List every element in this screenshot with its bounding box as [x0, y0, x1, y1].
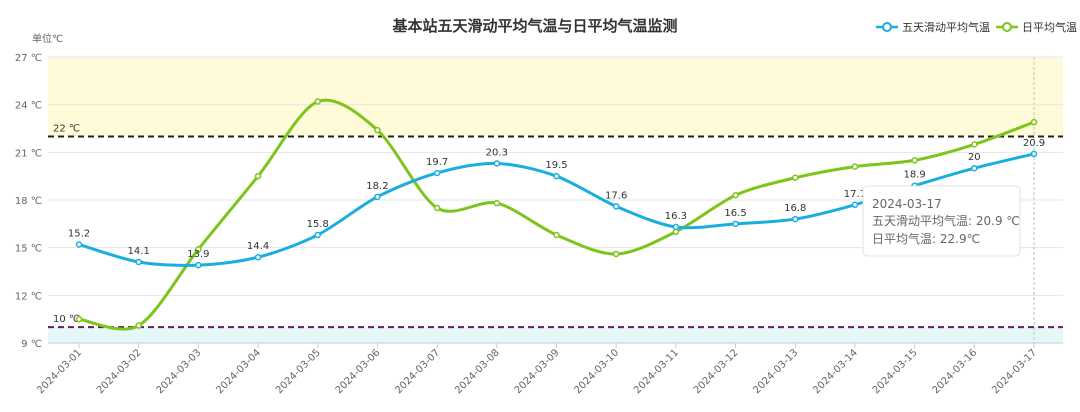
data-label-5: 18.2 — [366, 181, 388, 192]
grid-lines — [48, 56, 1063, 344]
data-label-8: 19.5 — [545, 160, 567, 171]
series-1-point-1 — [135, 322, 142, 329]
x-tick-label-16: 2024-03-17 — [990, 347, 1039, 396]
x-tick-label-5: 2024-03-06 — [334, 347, 383, 396]
data-label-16: 20.9 — [1023, 138, 1045, 149]
data-label-9: 17.6 — [605, 190, 627, 201]
x-tick-label-12: 2024-03-13 — [751, 347, 800, 396]
reference-line-label-1: 10 ℃ — [53, 314, 80, 325]
series-0-point-12 — [792, 215, 799, 223]
x-tick-label-13: 2024-03-14 — [811, 347, 860, 396]
series-0-point-13 — [851, 201, 859, 209]
series-1-point-7 — [493, 199, 501, 207]
series-1-point-16 — [1030, 118, 1038, 126]
tooltip-box — [862, 185, 1021, 257]
series-1-point-12 — [792, 174, 799, 182]
series-0-point-8 — [553, 172, 560, 180]
reference-line-label-0: 22 ℃ — [53, 123, 80, 134]
legend-label-0: 五天滑动平均气温 — [902, 20, 990, 34]
x-tick-label-7: 2024-03-08 — [453, 347, 502, 396]
x-tick-label-6: 2024-03-07 — [393, 347, 442, 396]
y-tick-label-0: 9 ℃ — [21, 339, 42, 350]
series-0-point-9 — [612, 203, 620, 210]
data-label-6: 19.7 — [426, 157, 448, 168]
series-0-point-1 — [135, 258, 142, 266]
data-label-3: 14.4 — [247, 241, 269, 252]
x-tick-label-14: 2024-03-15 — [871, 347, 920, 396]
data-label-13: 17.7 — [844, 189, 866, 200]
data-label-14: 18.9 — [903, 170, 925, 181]
series-0-point-0 — [75, 241, 83, 248]
data-label-2: 13.9 — [187, 249, 209, 260]
y-tick-label-6: 27 ℃ — [15, 53, 42, 64]
y-tick-label-2: 15 ℃ — [15, 244, 42, 255]
tooltip-line-1: 五天滑动平均气温: 20.9 ℃ — [872, 213, 1020, 228]
data-label-15: 20 — [968, 152, 981, 163]
y-axis-ticks: 9 ℃ 12 ℃ 15 ℃ 18 ℃ 21 ℃ 24 ℃ 27 ℃ — [15, 53, 42, 350]
band-2 — [48, 327, 1063, 343]
x-tick-label-9: 2024-03-10 — [572, 347, 621, 396]
series-1-point-6 — [433, 204, 441, 212]
y-tick-label-5: 24 ℃ — [15, 101, 42, 112]
series-1-point-11 — [732, 191, 739, 199]
series-0-point-15 — [971, 164, 978, 172]
x-tick-label-3: 2024-03-04 — [214, 347, 263, 396]
series-1-point-13 — [851, 163, 859, 170]
y-tick-label-3: 18 ℃ — [15, 196, 42, 207]
x-tick-label-2: 2024-03-03 — [155, 347, 204, 396]
y-tick-label-1: 12 ℃ — [15, 291, 42, 302]
series-1-point-4 — [314, 98, 321, 105]
chart-title: 基本站五天滑动平均气温与日平均气温监测 — [391, 17, 677, 35]
y-axis-unit-label: 单位℃ — [32, 32, 63, 45]
data-label-4: 15.8 — [307, 219, 329, 230]
series-1-point-0 — [75, 315, 83, 323]
series-0-point-16 — [1030, 150, 1038, 158]
reference-lines: 22 ℃ 10 ℃ — [48, 123, 1063, 329]
data-label-0: 15.2 — [68, 228, 90, 239]
tooltip: 2024-03-17 五天滑动平均气温: 20.9 ℃ 日平均气温: 22.9℃ — [862, 185, 1021, 257]
data-labels: 15.2 14.1 13.9 14.4 15.8 18.2 19.7 20.3 19.5 17.6… — [68, 138, 1045, 260]
x-tick-label-1: 2024-03-02 — [95, 347, 144, 396]
tooltip-date: 2024-03-17 — [872, 197, 942, 211]
data-label-7: 20.3 — [486, 147, 508, 158]
data-label-11: 16.5 — [724, 208, 746, 219]
series-0-point-5 — [374, 193, 381, 201]
band-0 — [48, 57, 1063, 137]
series-0-point-11 — [732, 220, 739, 228]
series-0-point-7 — [493, 160, 501, 167]
series-1-point-2 — [195, 246, 202, 253]
series-1-point-3 — [254, 172, 262, 180]
series-1-point-8 — [553, 231, 560, 239]
series-0-point-6 — [433, 169, 441, 177]
series-1-point-5 — [374, 126, 381, 134]
y-tick-label-4: 21 ℃ — [15, 148, 42, 159]
x-tick-label-4: 2024-03-05 — [274, 347, 323, 396]
data-label-10: 16.3 — [665, 211, 687, 222]
series-0-point-2 — [195, 261, 202, 269]
x-tick-label-10: 2024-03-11 — [632, 347, 681, 396]
legend-marker-0 — [882, 22, 892, 32]
series-1-point-14 — [911, 157, 918, 164]
series-1-point-9 — [612, 250, 620, 258]
x-tick-label-15: 2024-03-16 — [931, 347, 980, 396]
legend-marker-1 — [1002, 22, 1012, 32]
x-tick-label-11: 2024-03-12 — [692, 347, 741, 396]
data-label-12: 16.8 — [784, 203, 806, 214]
series-0-point-10 — [672, 223, 680, 231]
legend[interactable]: 五天滑动平均气温 日平均气温 — [876, 20, 1077, 34]
data-label-1: 14.1 — [128, 246, 150, 257]
series-0-point-3 — [254, 253, 262, 261]
series-0-point-4 — [314, 231, 321, 239]
series-1-point-15 — [971, 141, 978, 148]
x-tick-label-0: 2024-03-01 — [35, 347, 84, 396]
x-tick-label-8: 2024-03-09 — [513, 347, 562, 396]
tooltip-line-2: 日平均气温: 22.9℃ — [872, 231, 980, 246]
legend-label-1: 日平均气温 — [1022, 20, 1077, 34]
